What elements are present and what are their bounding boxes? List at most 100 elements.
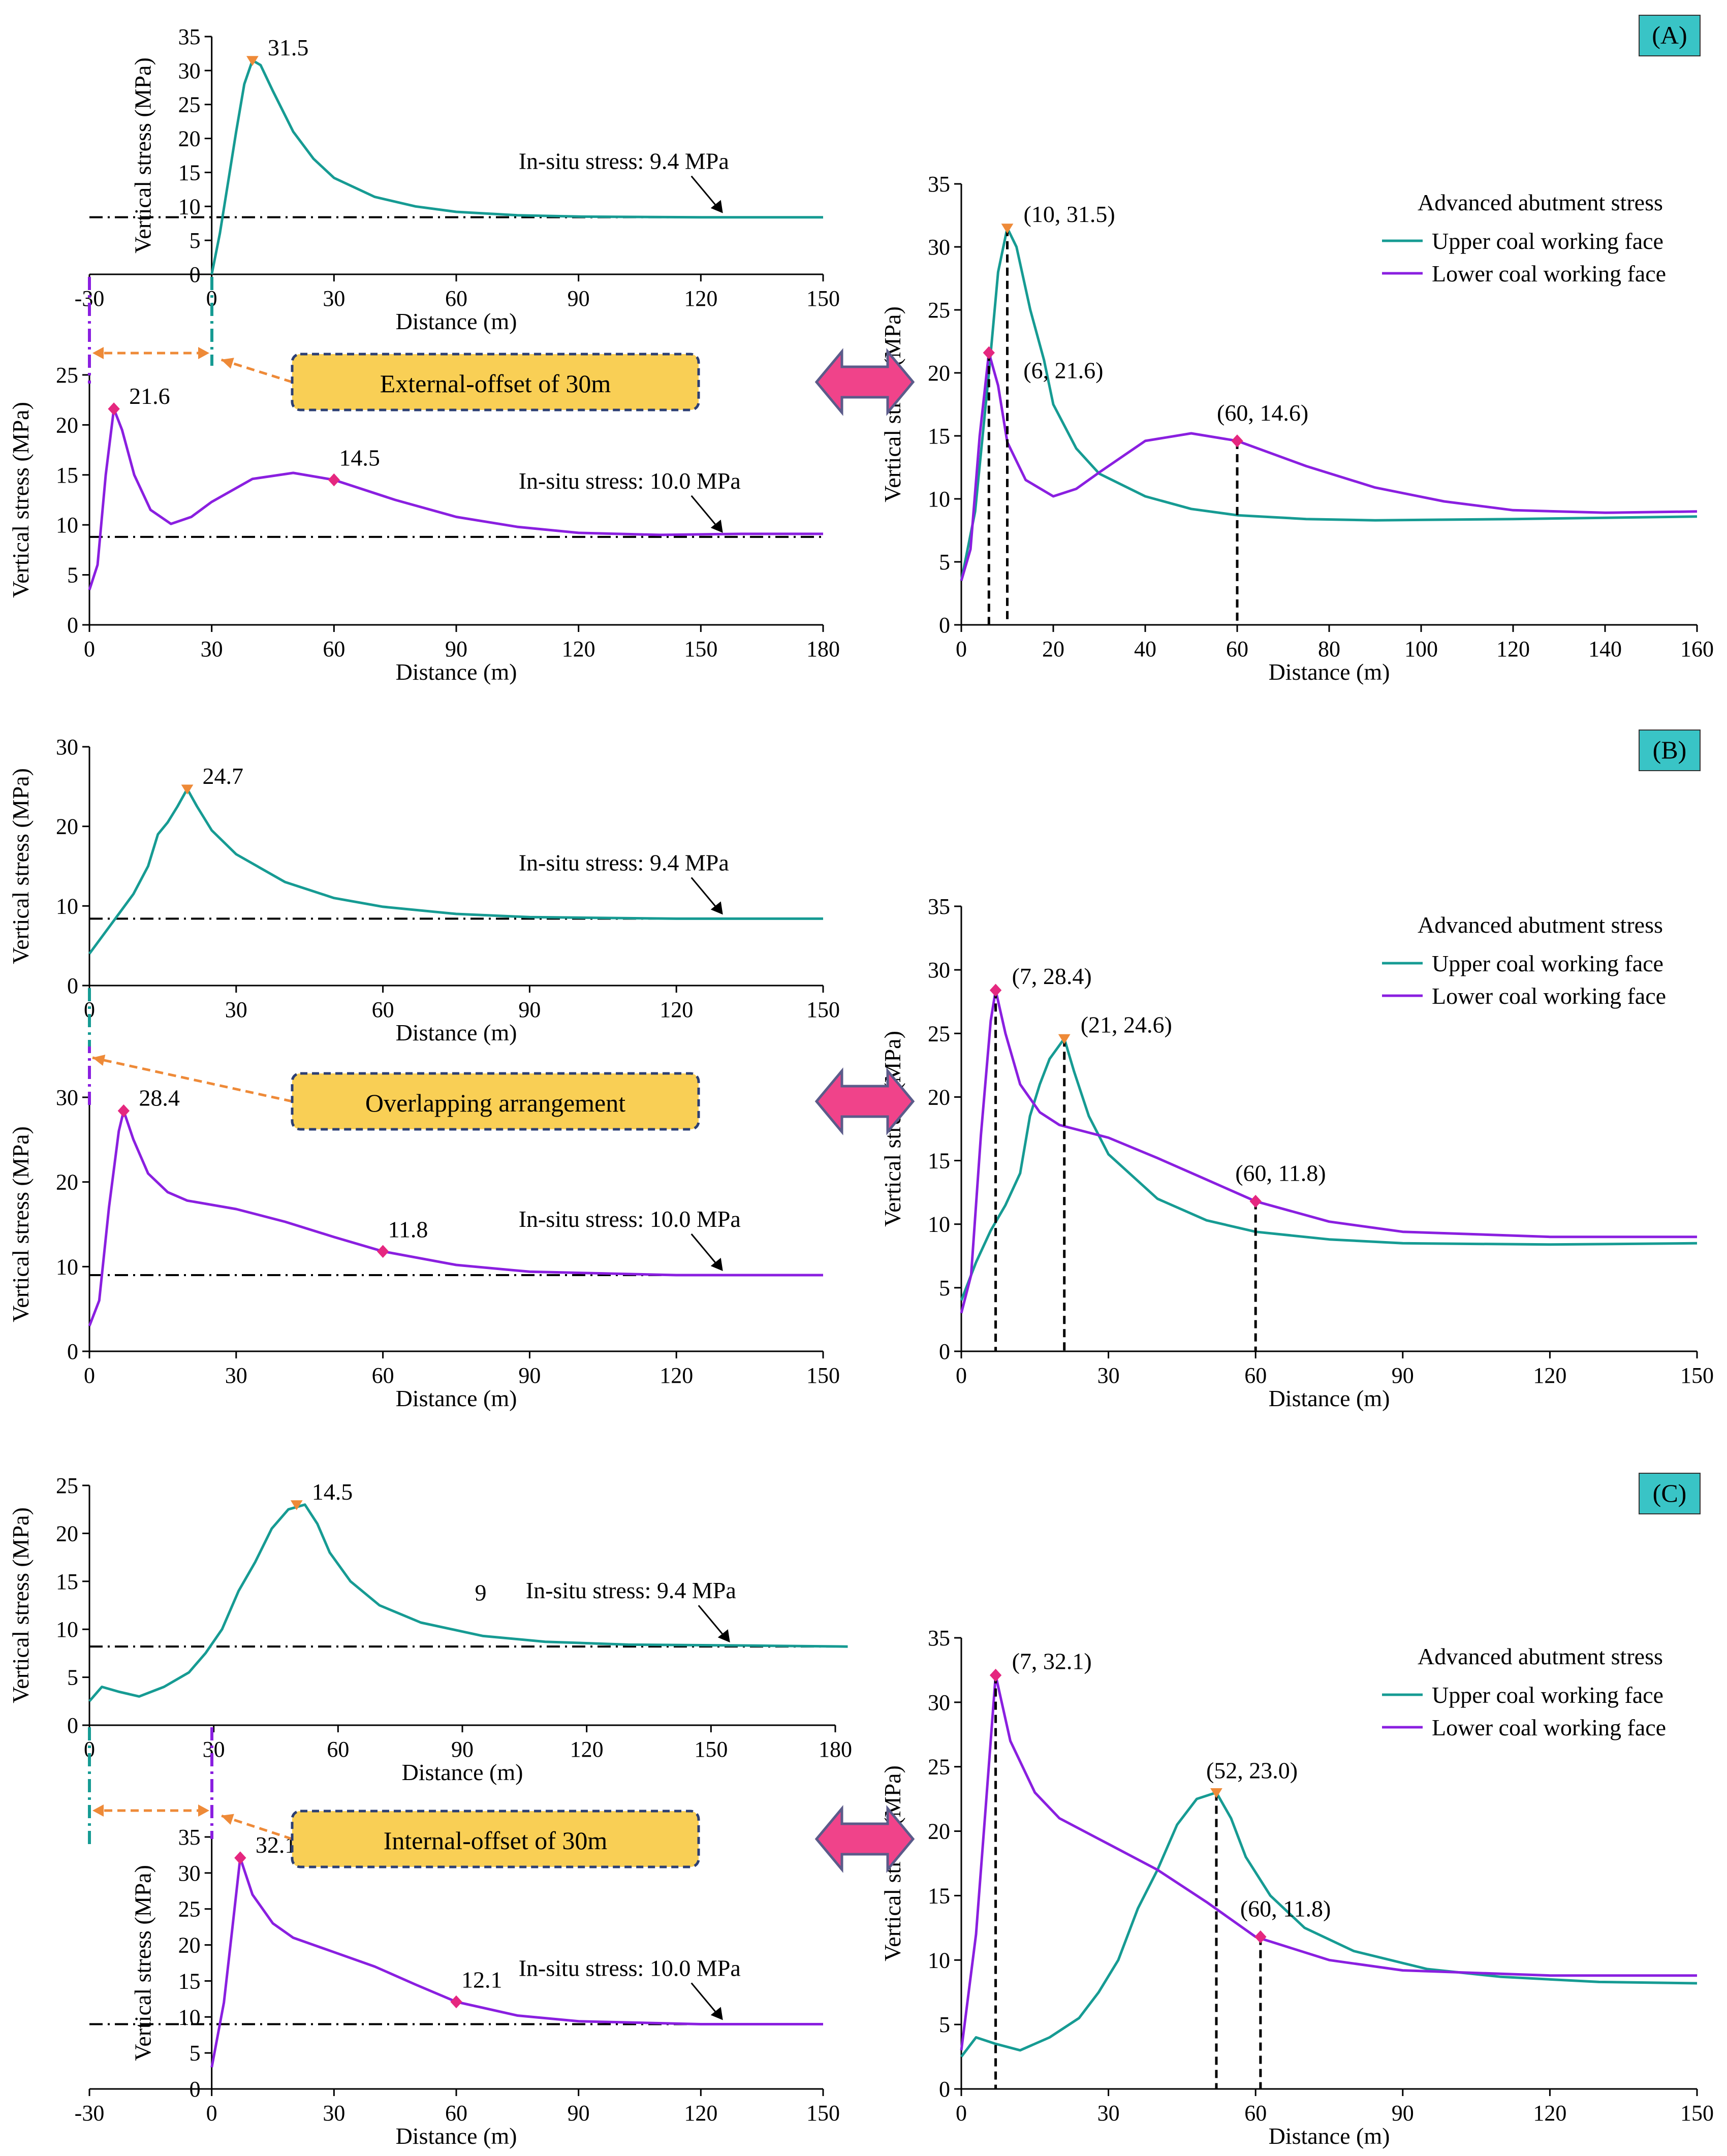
arrangement-label-box	[291, 1810, 700, 1868]
x-tick-label: 90	[1392, 1363, 1414, 1388]
arrangement-label: Internal-offset of 30m	[384, 1826, 608, 1855]
chart-legend: Advanced abutment stress Upper coal worki…	[1382, 189, 1666, 287]
x-tick-label: 30	[225, 997, 247, 1022]
y-tick-label: 0	[939, 1339, 950, 1364]
series-line-upper	[960, 1791, 1698, 2058]
x-tick-label: 180	[819, 1737, 852, 1762]
x-tick-label: 0	[84, 637, 95, 661]
insitu-label: In-situ stress: 10.0 MPa	[519, 1206, 741, 1232]
data-point-marker	[234, 1851, 246, 1864]
x-tick-label: -30	[75, 2101, 105, 2126]
y-axis-label: Vertical stress (MPa)	[880, 1031, 905, 1227]
series-line-lower	[960, 1674, 1697, 2051]
data-point-label: (10, 31.5)	[1024, 201, 1115, 227]
x-axis-label: Distance (m)	[396, 659, 517, 685]
x-tick-label: 90	[518, 997, 541, 1022]
y-tick-label: 0	[67, 613, 78, 638]
data-point-marker	[1249, 1194, 1262, 1208]
x-tick-label: 120	[660, 1363, 693, 1388]
y-axis-label: Vertical stress (MPa)	[8, 1507, 34, 1703]
x-tick-label: 120	[1496, 637, 1530, 661]
y-tick-label: 5	[939, 2012, 950, 2037]
panel-label: (C)	[1653, 1479, 1687, 1507]
chart-C-upper: 0 30 60 90 120 150 180 0 5 10 15 20 25 Distance (m) Ve…	[8, 1473, 852, 1785]
data-point-label: (7, 32.1)	[1012, 1648, 1092, 1674]
series-line-lower	[210, 1856, 823, 2068]
y-tick-label: 35	[928, 894, 950, 919]
data-point-marker	[989, 984, 1002, 997]
legend-title: Advanced abutment stress	[1418, 189, 1663, 215]
y-tick-label: 30	[928, 1690, 950, 1715]
y-tick-label: 0	[67, 1339, 78, 1364]
x-axis-label: Distance (m)	[402, 1759, 523, 1785]
data-point-marker	[1210, 1788, 1222, 1798]
x-tick-label: 30	[323, 2101, 345, 2126]
x-axis-label: Distance (m)	[396, 1020, 517, 1045]
x-tick-label: 90	[568, 286, 590, 311]
series-line-lower	[88, 1109, 823, 1326]
y-axis-label: Vertical stress (MPa)	[8, 1126, 34, 1322]
y-tick-label: 20	[56, 1170, 78, 1195]
y-tick-label: 5	[67, 1665, 78, 1690]
x-tick-label: 120	[684, 286, 717, 311]
y-tick-label: 25	[56, 1473, 78, 1498]
legend-title: Advanced abutment stress	[1418, 1643, 1663, 1669]
y-tick-label: 15	[178, 1969, 201, 1993]
x-tick-label: 150	[1680, 1363, 1714, 1388]
x-tick-label: 120	[1533, 2101, 1566, 2126]
x-tick-label: 90	[568, 2101, 590, 2126]
x-tick-label: 160	[1680, 637, 1714, 661]
data-point-marker	[328, 473, 340, 487]
x-tick-label: 30	[201, 637, 223, 661]
series-line-upper	[88, 787, 823, 955]
insitu-label: In-situ stress: 10.0 MPa	[519, 468, 741, 494]
x-tick-label: 90	[1392, 2101, 1414, 2126]
data-point-label: 11.8	[388, 1216, 428, 1242]
x-tick-label: 60	[372, 997, 394, 1022]
x-tick-label: 180	[806, 637, 840, 661]
insitu-label: In-situ stress: 9.4 MPa	[526, 1577, 736, 1603]
x-tick-label: 150	[1680, 2101, 1714, 2126]
y-tick-label: 35	[928, 1626, 950, 1651]
data-point-label: 14.5	[339, 445, 380, 471]
insitu-pointer	[690, 1233, 720, 1269]
legend-label-lower: Lower coal working face	[1432, 1715, 1666, 1740]
legend-label-lower: Lower coal working face	[1432, 983, 1666, 1009]
arrangement-label-box	[291, 1072, 700, 1131]
y-axis-label: Vertical stress (MPa)	[130, 1865, 156, 2061]
y-tick-label: 30	[178, 1861, 201, 1886]
y-tick-label: 30	[928, 958, 950, 982]
insitu-arrowhead	[710, 519, 723, 533]
x-tick-label: 0	[956, 637, 967, 661]
x-tick-label: 0	[84, 1737, 95, 1762]
y-tick-label: 30	[928, 235, 950, 260]
chart-A-compare: 0 20 40 60 80 100 120 140 160 0 5 10 15 20 25 30 35 Dista…	[880, 172, 1714, 685]
x-axis-label: Distance (m)	[1269, 1385, 1390, 1411]
y-tick-label: 5	[190, 228, 201, 253]
x-tick-label: 0	[206, 286, 217, 311]
insitu-pointer	[690, 495, 720, 530]
y-tick-label: 25	[56, 363, 78, 388]
x-tick-label: 60	[323, 637, 345, 661]
y-tick-label: 5	[67, 563, 78, 588]
y-tick-label: 20	[56, 1521, 78, 1546]
y-tick-label: 10	[928, 487, 950, 512]
x-tick-label: 60	[1244, 2101, 1267, 2126]
x-tick-label: 120	[562, 637, 595, 661]
legend-label-lower: Lower coal working face	[1432, 261, 1666, 287]
data-point-label: 31.5	[268, 35, 309, 60]
y-tick-label: 20	[178, 1933, 201, 1958]
x-tick-label: 140	[1588, 637, 1622, 661]
series-line-lower	[960, 989, 1697, 1314]
y-tick-label: 15	[56, 463, 78, 488]
x-tick-label: 90	[518, 1363, 541, 1388]
y-tick-label: 25	[928, 298, 950, 323]
x-axis-label: Distance (m)	[1269, 659, 1390, 685]
double-arrow-icon	[814, 348, 915, 416]
chart-B-upper: 0 30 60 90 120 150 0 10 20 30 Distance (m) Vertical…	[8, 735, 840, 1045]
insitu-arrowhead	[710, 901, 723, 915]
y-axis-label: Vertical stress (MPa)	[8, 768, 34, 964]
y-tick-label: 10	[56, 894, 78, 918]
